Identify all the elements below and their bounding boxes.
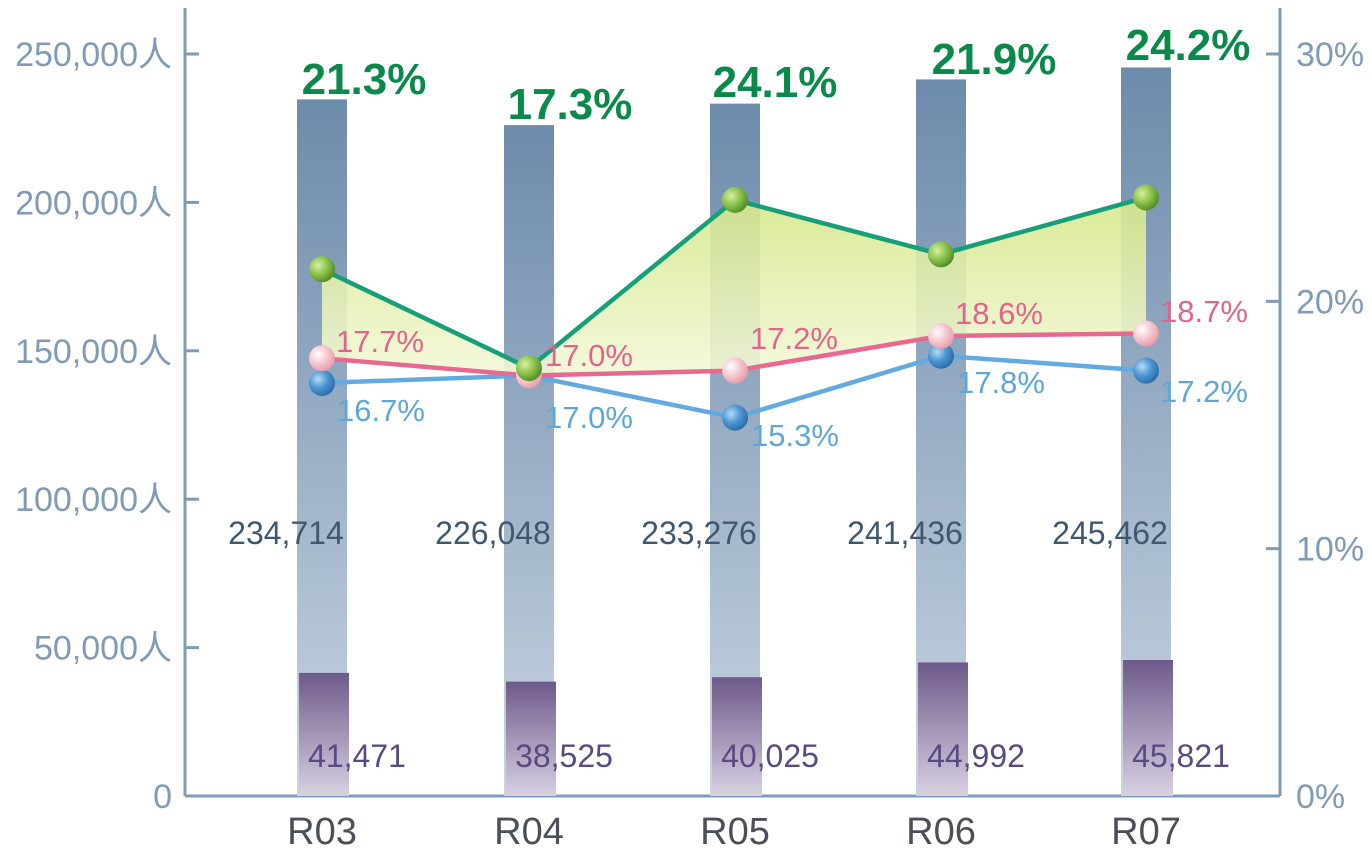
series-green-label: 24.1% xyxy=(713,58,838,107)
bar-sub-label: 41,471 xyxy=(308,738,406,774)
x-tick-label: R04 xyxy=(494,811,564,853)
left-tick-label: 100,000人 xyxy=(15,481,172,519)
series-green-point xyxy=(1133,184,1159,211)
series-green-point xyxy=(309,256,335,283)
series-pink-label: 17.0% xyxy=(545,338,633,373)
series-blue-label: 17.2% xyxy=(1160,374,1248,409)
x-tick-label: R05 xyxy=(700,811,770,853)
series-blue-label: 15.3% xyxy=(751,418,839,453)
series-green-label: 21.3% xyxy=(302,55,427,104)
x-tick-label: R03 xyxy=(287,811,357,853)
bar-sub-label: 40,025 xyxy=(721,738,819,774)
series-blue-point xyxy=(928,342,954,369)
series-blue-label: 16.7% xyxy=(337,393,425,428)
bar-sub xyxy=(299,672,349,796)
series-blue-point xyxy=(1133,357,1159,384)
series-pink-label: 18.7% xyxy=(1160,294,1248,329)
bar-total-label: 241,436 xyxy=(847,515,963,551)
bar-sub xyxy=(918,662,968,796)
series-blue-label: 17.8% xyxy=(957,365,1045,400)
right-tick-label: 20% xyxy=(1296,283,1364,321)
series-pink-point xyxy=(309,345,335,372)
bar-total-label: 245,462 xyxy=(1052,515,1168,551)
series-green-label: 21.9% xyxy=(932,35,1057,84)
left-tick-label: 250,000人 xyxy=(15,36,172,74)
series-blue-point xyxy=(722,404,748,431)
left-tick-label: 200,000人 xyxy=(15,184,172,222)
right-tick-label: 0% xyxy=(1296,778,1345,816)
bar-sub-label: 38,525 xyxy=(515,738,613,774)
bar-total-label: 233,276 xyxy=(641,515,757,551)
series-blue-point xyxy=(309,369,335,396)
x-tick-label: R07 xyxy=(1111,811,1181,853)
bar-total-label: 234,714 xyxy=(228,515,344,551)
series-green-label: 24.2% xyxy=(1126,21,1251,70)
area-fill xyxy=(322,197,1146,376)
series-green-label: 17.3% xyxy=(508,80,633,129)
bar-sub-label: 45,821 xyxy=(1132,738,1230,774)
bar-sub xyxy=(712,677,762,796)
bar-sub xyxy=(506,681,556,796)
series-pink-point xyxy=(1133,320,1159,347)
right-tick-label: 30% xyxy=(1296,36,1364,74)
series-blue-label: 17.0% xyxy=(545,400,633,435)
series-pink-point xyxy=(722,357,748,384)
series-pink-label: 18.6% xyxy=(955,296,1043,331)
bar-sub xyxy=(1123,660,1173,796)
bar-sub-label: 44,992 xyxy=(927,738,1025,774)
series-green-point xyxy=(516,355,542,382)
x-tick-label: R06 xyxy=(906,811,976,853)
left-tick-label: 50,000人 xyxy=(34,630,172,668)
bar-total-label: 226,048 xyxy=(435,515,551,551)
series-pink-label: 17.2% xyxy=(750,321,838,356)
series-pink-label: 17.7% xyxy=(336,324,424,359)
right-tick-label: 10% xyxy=(1296,531,1364,569)
series-pink-point xyxy=(928,322,954,349)
series-green-point xyxy=(722,186,748,213)
left-tick-label: 150,000人 xyxy=(15,333,172,371)
series-green-point xyxy=(928,241,954,268)
left-tick-label: 0 xyxy=(153,778,172,816)
